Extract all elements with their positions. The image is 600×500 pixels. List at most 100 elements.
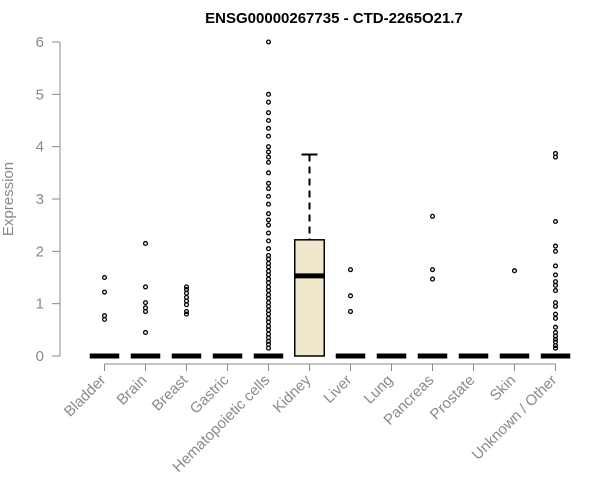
x-category-label: Lung bbox=[361, 372, 397, 408]
outlier-point bbox=[347, 267, 354, 273]
outlier-point bbox=[265, 91, 272, 97]
outlier-point bbox=[265, 284, 272, 290]
outlier-point bbox=[265, 185, 272, 192]
outlier-point bbox=[552, 311, 559, 317]
y-tick-label: 6 bbox=[36, 34, 44, 51]
outlier-point bbox=[265, 193, 272, 199]
outlier-point bbox=[265, 110, 272, 116]
outlier-point bbox=[265, 154, 272, 160]
box bbox=[293, 239, 326, 357]
outlier-point bbox=[429, 267, 436, 273]
y-tick-label: 2 bbox=[36, 243, 44, 260]
chart-title: ENSG00000267735 - CTD-2265O21.7 bbox=[205, 10, 463, 27]
y-tick-label: 1 bbox=[36, 296, 44, 313]
outlier-point bbox=[265, 117, 272, 124]
outlier-point bbox=[552, 329, 559, 336]
outlier-point bbox=[552, 243, 559, 249]
y-tick-label: 0 bbox=[36, 348, 44, 365]
outlier-point bbox=[552, 324, 559, 330]
outlier-point bbox=[552, 315, 559, 321]
outlier-point bbox=[183, 294, 190, 300]
outlier-point bbox=[265, 230, 272, 236]
outlier-point bbox=[101, 289, 108, 295]
outlier-point bbox=[265, 341, 272, 348]
outlier-point bbox=[265, 276, 272, 282]
y-ticks: 0 1 2 3 4 5 6 bbox=[36, 34, 60, 365]
outlier-point bbox=[265, 222, 272, 228]
outlier-point bbox=[552, 345, 559, 351]
outlier-point bbox=[265, 252, 272, 259]
outlier-point bbox=[552, 263, 559, 269]
box-group bbox=[130, 240, 161, 359]
outlier-point bbox=[552, 150, 559, 157]
x-category-label: Bladder bbox=[61, 372, 110, 421]
x-category-label: Skin bbox=[487, 372, 520, 405]
x-category-label: Prostate bbox=[427, 372, 479, 424]
outlier-point bbox=[552, 272, 559, 278]
outlier-point bbox=[265, 180, 272, 186]
outlier-point bbox=[265, 331, 272, 337]
outlier-point bbox=[265, 211, 272, 217]
outlier-point bbox=[265, 300, 272, 306]
x-category-label: Kidney bbox=[270, 371, 315, 416]
outlier-point bbox=[265, 159, 272, 165]
outlier-point bbox=[183, 286, 190, 293]
outlier-point bbox=[101, 313, 108, 319]
outlier-point bbox=[183, 311, 190, 317]
outlier-point bbox=[265, 268, 272, 274]
x-category-label: Brain bbox=[114, 372, 151, 409]
outlier-point bbox=[265, 307, 272, 314]
outlier-point bbox=[142, 284, 149, 290]
outlier-point bbox=[429, 213, 436, 219]
outlier-point bbox=[265, 260, 272, 266]
outlier-point bbox=[347, 308, 354, 315]
x-category-label: Liver bbox=[320, 372, 355, 407]
outlier-point bbox=[265, 99, 272, 105]
y-tick-label: 5 bbox=[36, 86, 44, 103]
outlier-point bbox=[101, 274, 108, 281]
outlier-point bbox=[552, 300, 559, 306]
outlier-point bbox=[552, 248, 559, 254]
outlier-point bbox=[265, 315, 272, 321]
box-group bbox=[540, 150, 571, 359]
outlier-point bbox=[142, 305, 149, 311]
outlier-point bbox=[552, 339, 559, 345]
outlier-point bbox=[429, 276, 436, 282]
outlier-point bbox=[552, 288, 559, 294]
outlier-point bbox=[265, 133, 272, 139]
outlier-point bbox=[183, 284, 190, 290]
outlier-point bbox=[265, 170, 272, 176]
outlier-point bbox=[142, 300, 149, 306]
outlier-point bbox=[265, 144, 272, 150]
outlier-point bbox=[552, 336, 559, 342]
x-category-label: Breast bbox=[149, 371, 192, 414]
outlier-point bbox=[511, 268, 518, 274]
outlier-point bbox=[265, 125, 272, 131]
outlier-point bbox=[265, 217, 272, 223]
box-group bbox=[253, 39, 284, 359]
box-group bbox=[293, 153, 326, 357]
outlier-point bbox=[552, 279, 559, 285]
outlier-point bbox=[265, 246, 272, 252]
y-tick-label: 4 bbox=[36, 139, 44, 156]
outlier-point bbox=[265, 292, 272, 298]
outlier-point bbox=[265, 39, 272, 45]
outlier-point bbox=[142, 240, 149, 247]
box-group bbox=[335, 267, 366, 359]
y-tick-label: 3 bbox=[36, 191, 44, 208]
boxes bbox=[89, 39, 571, 359]
outlier-point bbox=[183, 308, 190, 315]
outlier-point bbox=[265, 201, 272, 207]
box-group bbox=[171, 284, 202, 359]
outlier-point bbox=[265, 149, 272, 155]
outlier-point bbox=[265, 238, 272, 244]
outlier-point bbox=[347, 293, 354, 299]
box-group bbox=[499, 268, 530, 359]
y-axis-label: Expression bbox=[0, 162, 17, 236]
box-group bbox=[89, 274, 120, 359]
box-group bbox=[417, 213, 448, 359]
outlier-point bbox=[142, 329, 149, 336]
outlier-point bbox=[552, 218, 559, 225]
